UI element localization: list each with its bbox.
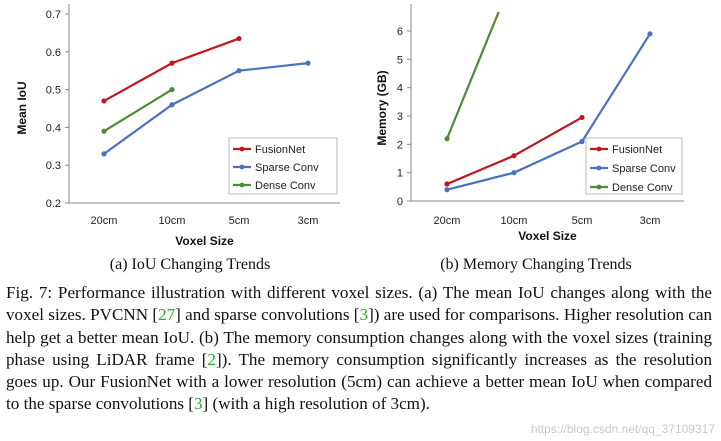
figure-caption: Fig. 7: Performance illustration with di… [6, 282, 712, 416]
legend-label: Dense Conv [612, 182, 673, 194]
data-point [169, 102, 175, 108]
legend-marker [596, 146, 602, 152]
data-point [236, 68, 242, 74]
y-tick-label: 0.5 [46, 85, 61, 97]
x-tick-label: 3cm [640, 215, 661, 227]
series-line [445, 12, 500, 140]
citation-link-2[interactable]: 2 [207, 349, 216, 369]
x-tick-label: 20cm [434, 215, 461, 227]
y-axis-label: Memory (GB) [375, 70, 389, 145]
watermark: https://blog.csdn.net/qq_37109317 [530, 422, 715, 436]
data-point [236, 35, 242, 42]
subfigure-caption: (b) Memory Changing Trends [440, 256, 632, 273]
legend-marker [239, 146, 245, 152]
data-point [101, 98, 107, 104]
series-line [103, 88, 173, 133]
legend-marker [596, 165, 602, 171]
data-point [511, 153, 517, 159]
y-tick-label: 0.6 [46, 47, 61, 59]
figure-charts: 0.2 0.3 0.4 0.5 0.6 0.7 20cm 10cm 5cm 3cm Voxel Si… [15, 4, 684, 273]
legend-box [585, 137, 683, 195]
data-point [579, 138, 585, 145]
y-tick-label: 0.3 [46, 160, 61, 172]
citation-link-27[interactable]: 27 [158, 305, 176, 325]
x-tick-label: 10cm [159, 215, 186, 227]
data-point [305, 60, 311, 66]
legend-label: FusionNet [612, 144, 662, 156]
y-tick-label: 4 [397, 83, 403, 95]
legend-label: Dense Conv [255, 180, 316, 192]
caption-text-1: Performance illustration with different … [6, 283, 712, 325]
x-tick-label: 20cm [91, 215, 118, 227]
series-line [103, 62, 309, 155]
data-point [511, 170, 517, 176]
y-tick-label: 3 [397, 111, 403, 123]
data-point [444, 187, 450, 193]
x-tick-label: 5cm [229, 215, 250, 227]
data-point [101, 151, 107, 157]
y-tick-label: 0.4 [46, 122, 61, 134]
citation-link-3b[interactable]: 3 [194, 394, 203, 414]
data-point [579, 114, 585, 121]
caption-text-5: ] (with a high resolution of 3cm). [202, 394, 430, 414]
y-tick-label: 0.2 [46, 198, 61, 210]
data-point [647, 31, 653, 37]
y-tick-label: 2 [397, 139, 403, 151]
x-tick-label: 10cm [501, 215, 528, 227]
x-axis-label: Voxel Size [518, 229, 577, 243]
data-point [101, 128, 107, 134]
data-point [169, 60, 175, 66]
caption-text-4: ]). The memory consumption significantly… [6, 349, 712, 414]
y-tick-label: 0 [397, 196, 403, 208]
legend-marker [239, 182, 245, 188]
x-tick-label: 5cm [572, 215, 593, 227]
legend-marker [239, 164, 245, 170]
figure-label: Fig. 7: [6, 283, 53, 302]
data-point [444, 136, 450, 142]
legend-label: Sparse Conv [612, 163, 676, 175]
y-tick-label: 5 [397, 54, 403, 66]
legend-marker [596, 184, 602, 190]
legend-label: FusionNet [255, 144, 305, 156]
y-tick-label: 6 [397, 26, 403, 38]
data-point [169, 87, 175, 93]
series-line [446, 33, 651, 191]
caption-text-3: ]) are used for comparisons. Higher reso… [6, 305, 712, 369]
x-axis-label: Voxel Size [175, 234, 234, 248]
y-tick-label: 1 [397, 168, 403, 180]
data-point [444, 181, 450, 187]
y-tick-label: 0.7 [46, 9, 61, 21]
legend-label: Sparse Conv [255, 162, 319, 174]
x-tick-label: 3cm [298, 215, 319, 227]
citation-link-3[interactable]: 3 [359, 305, 369, 325]
caption-text-2: ] and sparse convolutions [ [175, 305, 360, 325]
subfigure-caption: (a) IoU Changing Trends [110, 256, 270, 273]
y-axis-label: Mean IoU [15, 81, 29, 134]
